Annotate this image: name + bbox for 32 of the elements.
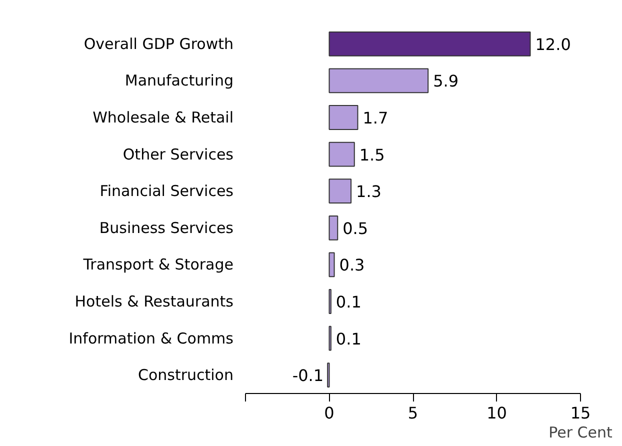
y-tick-label: Other Services [122,145,234,164]
x-axis-title: Per Cent [548,424,612,442]
data-label: 12.0 [535,34,571,54]
data-label: -0.1 [292,366,324,386]
y-tick-label: Business Services [99,218,234,237]
data-label: 0.1 [336,292,362,312]
bar [328,178,352,204]
data-label: 0.3 [339,256,365,275]
bar [328,68,429,94]
data-label: 1.7 [362,108,388,128]
y-tick-label: Manufacturing [124,72,234,90]
bar [328,215,338,240]
y-tick-label: Financial Services [100,182,234,200]
bar [328,105,358,130]
data-label: 5.9 [433,72,459,91]
y-tick-label: Information & Comms [68,329,234,348]
x-tick-label: 10 [486,404,507,422]
bar [328,31,531,56]
y-tick-label: Wholesale & Retail [92,108,234,126]
y-tick-label: Hotels & Restaurants [74,292,234,310]
data-label: 1.3 [356,182,382,202]
bar [328,142,355,167]
bar [328,252,335,278]
data-label: 0.1 [336,329,362,348]
data-label: 1.5 [359,145,385,164]
x-tick-label: 0 [324,404,334,422]
x-tick-label: 5 [408,404,418,422]
y-tick-label: Overall GDP Growth [84,34,234,53]
data-label: 0.5 [342,218,368,238]
y-tick-label: Transport & Storage [82,256,234,274]
x-tick-label: 15 [570,404,591,422]
y-tick-label: Construction [138,366,234,384]
